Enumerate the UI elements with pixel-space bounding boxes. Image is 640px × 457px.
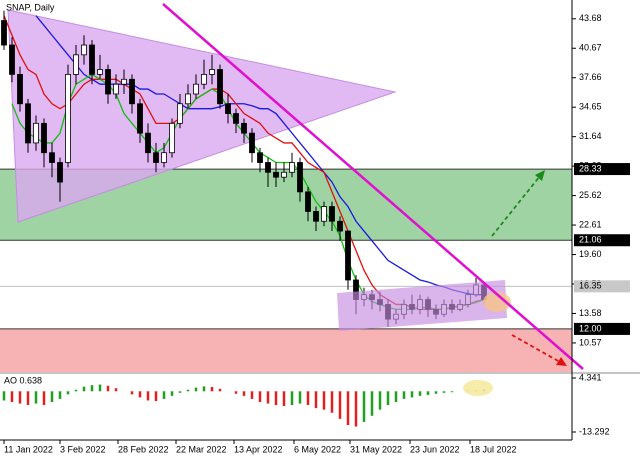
y-tick-label: 4.341 — [579, 372, 602, 382]
candle-body — [337, 220, 343, 232]
x-tick-label: 18 Jul 2022 — [470, 444, 517, 454]
candle-body — [185, 93, 191, 105]
candle-body — [169, 122, 175, 154]
candle-body — [297, 162, 303, 193]
trend-line — [162, 3, 584, 370]
arrow-head — [535, 170, 545, 181]
candle-body — [17, 74, 23, 105]
candle-body — [97, 69, 103, 75]
candle-body — [281, 171, 287, 178]
candle-body — [9, 44, 15, 75]
candle-body — [329, 206, 335, 222]
level-label-bg — [574, 280, 630, 293]
candle-body — [33, 122, 39, 144]
triangle-pattern — [7, 9, 397, 223]
y-tick-label: -13.292 — [579, 426, 610, 436]
y-tick-label: 43.68 — [579, 13, 602, 23]
candle-body — [257, 152, 263, 163]
candle-body — [345, 230, 351, 281]
candle-body — [129, 78, 135, 105]
x-tick-label: 22 Mar 2022 — [176, 444, 227, 454]
arrow-down — [511, 334, 561, 363]
level-label-bg — [574, 234, 630, 247]
candle-body — [49, 152, 55, 163]
y-tick-label: 13.58 — [579, 308, 602, 318]
x-tick-label: 3 Feb 2022 — [60, 444, 106, 454]
candle-body — [105, 69, 111, 95]
indicator-title: AO 0.638 — [4, 375, 42, 385]
level-label: 16.35 — [579, 281, 602, 291]
y-tick-label: 22.61 — [579, 219, 602, 229]
level-label-bg — [574, 163, 630, 176]
chart-title: SNAP, Daily — [6, 2, 55, 12]
candle-body — [57, 162, 63, 183]
candle-body — [137, 103, 143, 134]
candle-body — [289, 162, 295, 173]
candle-body — [81, 44, 87, 56]
arrow-head — [556, 357, 567, 366]
candle-body — [113, 83, 119, 95]
candle-body — [177, 103, 183, 124]
candle-body — [273, 171, 279, 178]
y-tick-label: 10.57 — [579, 337, 602, 347]
candle-body — [73, 54, 79, 75]
candle-body — [233, 113, 239, 124]
resistance-zone — [0, 328, 572, 372]
candle-body — [313, 211, 319, 222]
x-tick-label: 6 May 2022 — [294, 444, 341, 454]
y-tick-label: 40.67 — [579, 43, 602, 53]
candle-body — [145, 132, 151, 154]
candle-body — [65, 74, 71, 163]
candle-body — [41, 122, 47, 154]
highlight — [463, 380, 493, 396]
candle-body — [265, 162, 271, 173]
candle-body — [1, 20, 7, 46]
candle-body — [225, 103, 231, 114]
y-tick-label: 34.65 — [579, 102, 602, 112]
candle-body — [321, 206, 327, 222]
level-label: 12.00 — [579, 323, 602, 333]
candle-body — [201, 74, 207, 85]
candle-body — [305, 191, 311, 212]
highlight — [483, 292, 511, 312]
level-label: 21.06 — [579, 235, 602, 245]
consolidation-box — [337, 280, 507, 331]
arrow-up — [491, 175, 541, 237]
level-label-bg — [574, 322, 630, 335]
x-tick-label: 31 May 2022 — [350, 444, 402, 454]
x-tick-label: 23 Jun 2022 — [410, 444, 460, 454]
y-tick-label: 25.62 — [579, 190, 602, 200]
candle-body — [89, 44, 95, 75]
y-tick-label: 37.66 — [579, 72, 602, 82]
candle-body — [161, 152, 167, 163]
candle-body — [193, 83, 199, 95]
y-tick-label: 31.64 — [579, 131, 602, 141]
candle-body — [25, 103, 31, 144]
x-tick-label: 28 Feb 2022 — [118, 444, 169, 454]
candle-body — [241, 122, 247, 134]
candle-body — [217, 69, 223, 105]
candle-body — [249, 132, 255, 154]
x-tick-label: 11 Jan 2022 — [4, 444, 53, 454]
candle-body — [153, 152, 159, 163]
x-tick-label: 13 Apr 2022 — [234, 444, 283, 454]
candle-body — [209, 69, 215, 75]
candle-body — [121, 78, 127, 85]
y-tick-label: 19.60 — [579, 249, 602, 259]
level-label: 28.33 — [579, 163, 602, 173]
